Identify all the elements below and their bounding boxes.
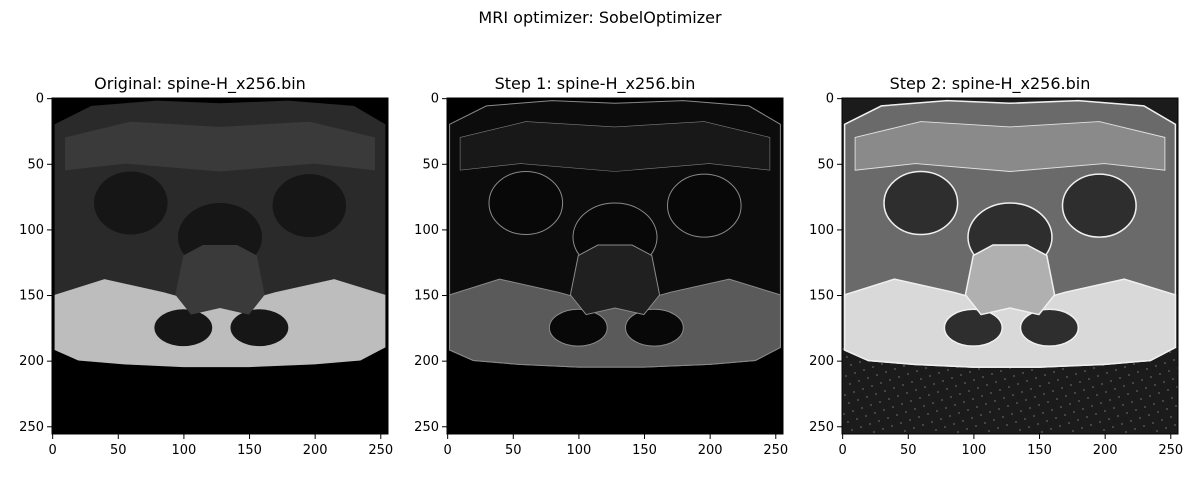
y-tick-label: 50 — [817, 157, 834, 172]
subplot-3: Step 2: spine-H_x256.bin 0 50 100 150 200 250 0… — [790, 0, 1190, 500]
subplot-title: Step 1: spine-H_x256.bin — [494, 74, 696, 93]
y-tick-label: 0 — [36, 92, 44, 107]
y-tick-label: 100 — [19, 223, 44, 238]
x-tick-label: 200 — [1093, 443, 1118, 458]
x-tick-label: 200 — [303, 443, 328, 458]
subplot-axes: 0 50 100 150 200 250 0 50 100 150 200 250 — [809, 92, 1183, 458]
subplot-axes: 0 50 100 150 200 250 0 50 100 150 200 250 — [414, 92, 788, 458]
mri-image — [52, 98, 388, 434]
x-tick-label: 250 — [763, 443, 788, 458]
y-tick-label: 50 — [27, 157, 44, 172]
subplot-title: Step 2: spine-H_x256.bin — [889, 74, 1091, 93]
x-tick-label: 150 — [237, 443, 262, 458]
x-tick-label: 0 — [444, 443, 452, 458]
subplot-2: Step 1: spine-H_x256.bin 0 50 100 150 200 250 0… — [395, 0, 795, 500]
x-tick-label: 150 — [1027, 443, 1052, 458]
mri-image — [842, 98, 1178, 434]
y-tick-label: 250 — [414, 420, 439, 435]
x-tick-label: 50 — [900, 443, 917, 458]
y-tick-label: 150 — [414, 289, 439, 304]
x-tick-label: 100 — [171, 443, 196, 458]
y-tick-label: 50 — [422, 157, 439, 172]
y-tick-label: 150 — [19, 289, 44, 304]
figure-suptitle: MRI optimizer: SobelOptimizer — [478, 8, 722, 27]
y-tick-label: 100 — [414, 223, 439, 238]
y-tick-label: 200 — [809, 354, 834, 369]
y-tick-label: 0 — [826, 92, 834, 107]
subplot-title: Original: spine-H_x256.bin — [94, 74, 306, 93]
x-tick-label: 50 — [505, 443, 522, 458]
x-tick-label: 250 — [368, 443, 393, 458]
axes-frame — [446, 97, 784, 435]
y-tick-label: 200 — [19, 354, 44, 369]
x-tick-label: 100 — [566, 443, 591, 458]
x-tick-label: 200 — [698, 443, 723, 458]
y-tick-label: 250 — [19, 420, 44, 435]
x-tick-label: 100 — [961, 443, 986, 458]
axes-frame — [51, 97, 389, 435]
x-tick-label: 50 — [110, 443, 127, 458]
mri-image — [447, 98, 783, 434]
x-tick-label: 0 — [839, 443, 847, 458]
x-tick-label: 0 — [49, 443, 57, 458]
y-tick-label: 150 — [809, 289, 834, 304]
x-tick-label: 150 — [632, 443, 657, 458]
y-tick-label: 200 — [414, 354, 439, 369]
subplot-1: Original: spine-H_x256.bin 0 50 100 150 200 25… — [0, 0, 400, 500]
y-tick-label: 0 — [431, 92, 439, 107]
subplot-axes: 0 50 100 150 200 250 0 50 100 150 200 250 — [19, 92, 393, 458]
x-tick-label: 250 — [1158, 443, 1183, 458]
y-tick-label: 250 — [809, 420, 834, 435]
axes-frame — [841, 97, 1179, 435]
y-tick-label: 100 — [809, 223, 834, 238]
